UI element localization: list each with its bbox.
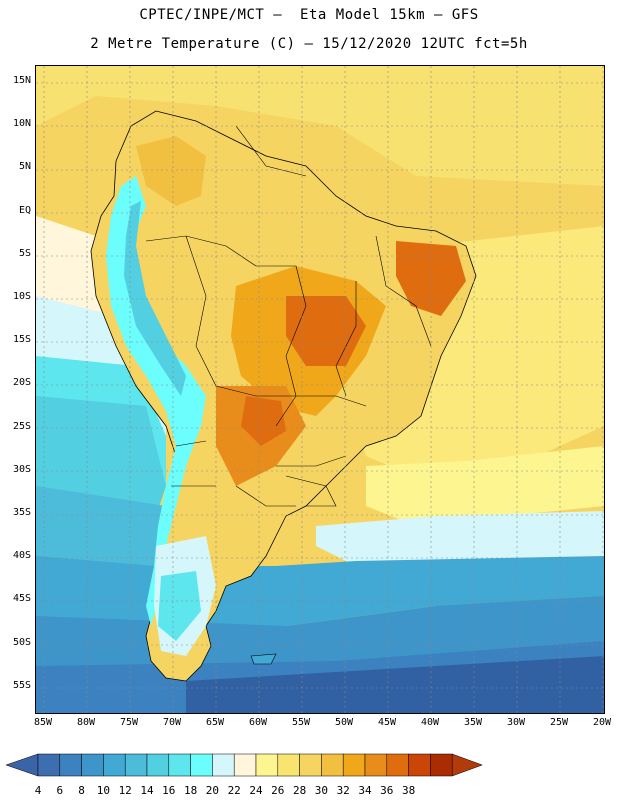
colorbar-label: 6: [56, 784, 64, 797]
hot-region-northeast: [396, 241, 466, 316]
colorbar-label: 26: [271, 784, 285, 797]
colorbar-swatch: [342, 753, 366, 777]
colorbar-swatch: [168, 753, 191, 777]
colorbar-svg: [5, 753, 483, 777]
ocean-band-24c: [366, 446, 604, 526]
lat-label: 35S: [12, 507, 31, 518]
lat-label: 10N: [12, 118, 31, 130]
lon-label: 65W: [205, 717, 225, 728]
colorbar-label: 14: [140, 784, 154, 797]
colorbar-swatch: [146, 753, 170, 777]
lon-label: 35W: [463, 717, 483, 728]
lon-label: 80W: [76, 717, 96, 728]
lat-label: 40S: [12, 550, 31, 562]
lon-label: 75W: [119, 717, 139, 728]
colorbar-swatch: [81, 753, 104, 777]
colorbar-swatch: [321, 753, 344, 777]
falkland-islands: [250, 653, 277, 665]
lat-label: 55S: [12, 679, 31, 691]
lon-label: 50W: [334, 717, 354, 728]
lon-label: 45W: [377, 717, 397, 728]
colorbar-swatch: [212, 753, 235, 777]
colorbar-swatch: [430, 753, 453, 777]
colorbar-swatch: [190, 753, 213, 777]
political-borders: [145, 125, 432, 507]
colorbar-left-arrow: [5, 753, 39, 777]
colorbar-swatch: [386, 753, 409, 777]
colorbar-label: 22: [227, 784, 241, 797]
colorbar-swatch: [364, 753, 388, 777]
lat-label: 10S: [12, 291, 31, 302]
lon-label: 30W: [506, 717, 526, 728]
colorbar-swatch: [277, 753, 300, 777]
colorbar-label: 4: [34, 784, 42, 797]
colorbar-swatch: [408, 753, 431, 777]
colorbar-swatch: [59, 753, 82, 777]
colorbar-label: 18: [183, 784, 198, 797]
colorbar: [0, 750, 618, 800]
colorbar-right-arrow: [451, 753, 483, 777]
map-panel: [35, 65, 605, 714]
colorbar-label: 20: [205, 784, 220, 797]
colorbar-label: 30: [314, 784, 329, 797]
lat-label: 5N: [18, 161, 31, 173]
chart-title-line2: 2 Metre Temperature (C) – 15/12/2020 12U…: [90, 36, 528, 52]
lat-label: 25S: [12, 420, 31, 432]
lon-label: 55W: [291, 717, 311, 728]
lat-label: 30S: [12, 463, 31, 475]
lat-label: EQ: [18, 204, 31, 216]
lon-label: 60W: [248, 717, 268, 728]
temperature-field: [36, 66, 604, 713]
lat-label: 20S: [12, 377, 31, 389]
lon-label: 85W: [33, 717, 53, 728]
ocean-band-4c: [186, 656, 604, 713]
hot-region-paraguay: [241, 396, 286, 446]
colorbar-swatch: [37, 753, 61, 777]
lon-label: 70W: [162, 717, 182, 728]
chart-title-line1: CPTEC/INPE/MCT – Eta Model 15km – GFS: [139, 7, 479, 23]
ocean-band-pacific-14c: [36, 396, 166, 516]
colorbar-label: 28: [292, 784, 307, 797]
ocean-band-12c: [36, 486, 166, 566]
colorbar-label: 12: [118, 784, 132, 797]
warm-region-north: [136, 136, 206, 206]
lon-label: 20W: [592, 717, 612, 728]
ocean-band-north: [36, 66, 604, 186]
andes-colder-strip: [124, 201, 186, 396]
colorbar-label: 32: [336, 784, 350, 797]
colorbar-label: 38: [401, 784, 416, 797]
colorbar-label: 8: [78, 784, 85, 797]
colorbar-swatch: [299, 753, 322, 777]
colorbar-label: 36: [380, 784, 394, 797]
lon-label: 25W: [549, 717, 569, 728]
lat-label: 15N: [12, 75, 31, 86]
lat-label: 50S: [12, 636, 31, 648]
patagonia-cold: [158, 571, 201, 641]
lat-label: 5S: [18, 247, 31, 259]
colorbar-swatch: [124, 753, 148, 777]
lat-label: 45S: [12, 593, 31, 605]
lat-label: 15S: [12, 334, 31, 346]
colorbar-swatch: [233, 753, 257, 777]
colorbar-label: 16: [162, 784, 176, 797]
colorbar-swatch: [255, 753, 279, 777]
hot-region-central: [286, 296, 366, 366]
lon-label: 40W: [420, 717, 440, 728]
colorbar-swatch: [103, 753, 126, 777]
colorbar-label: 24: [249, 784, 263, 797]
colorbar-label: 10: [96, 784, 111, 797]
colorbar-label: 34: [358, 784, 372, 797]
